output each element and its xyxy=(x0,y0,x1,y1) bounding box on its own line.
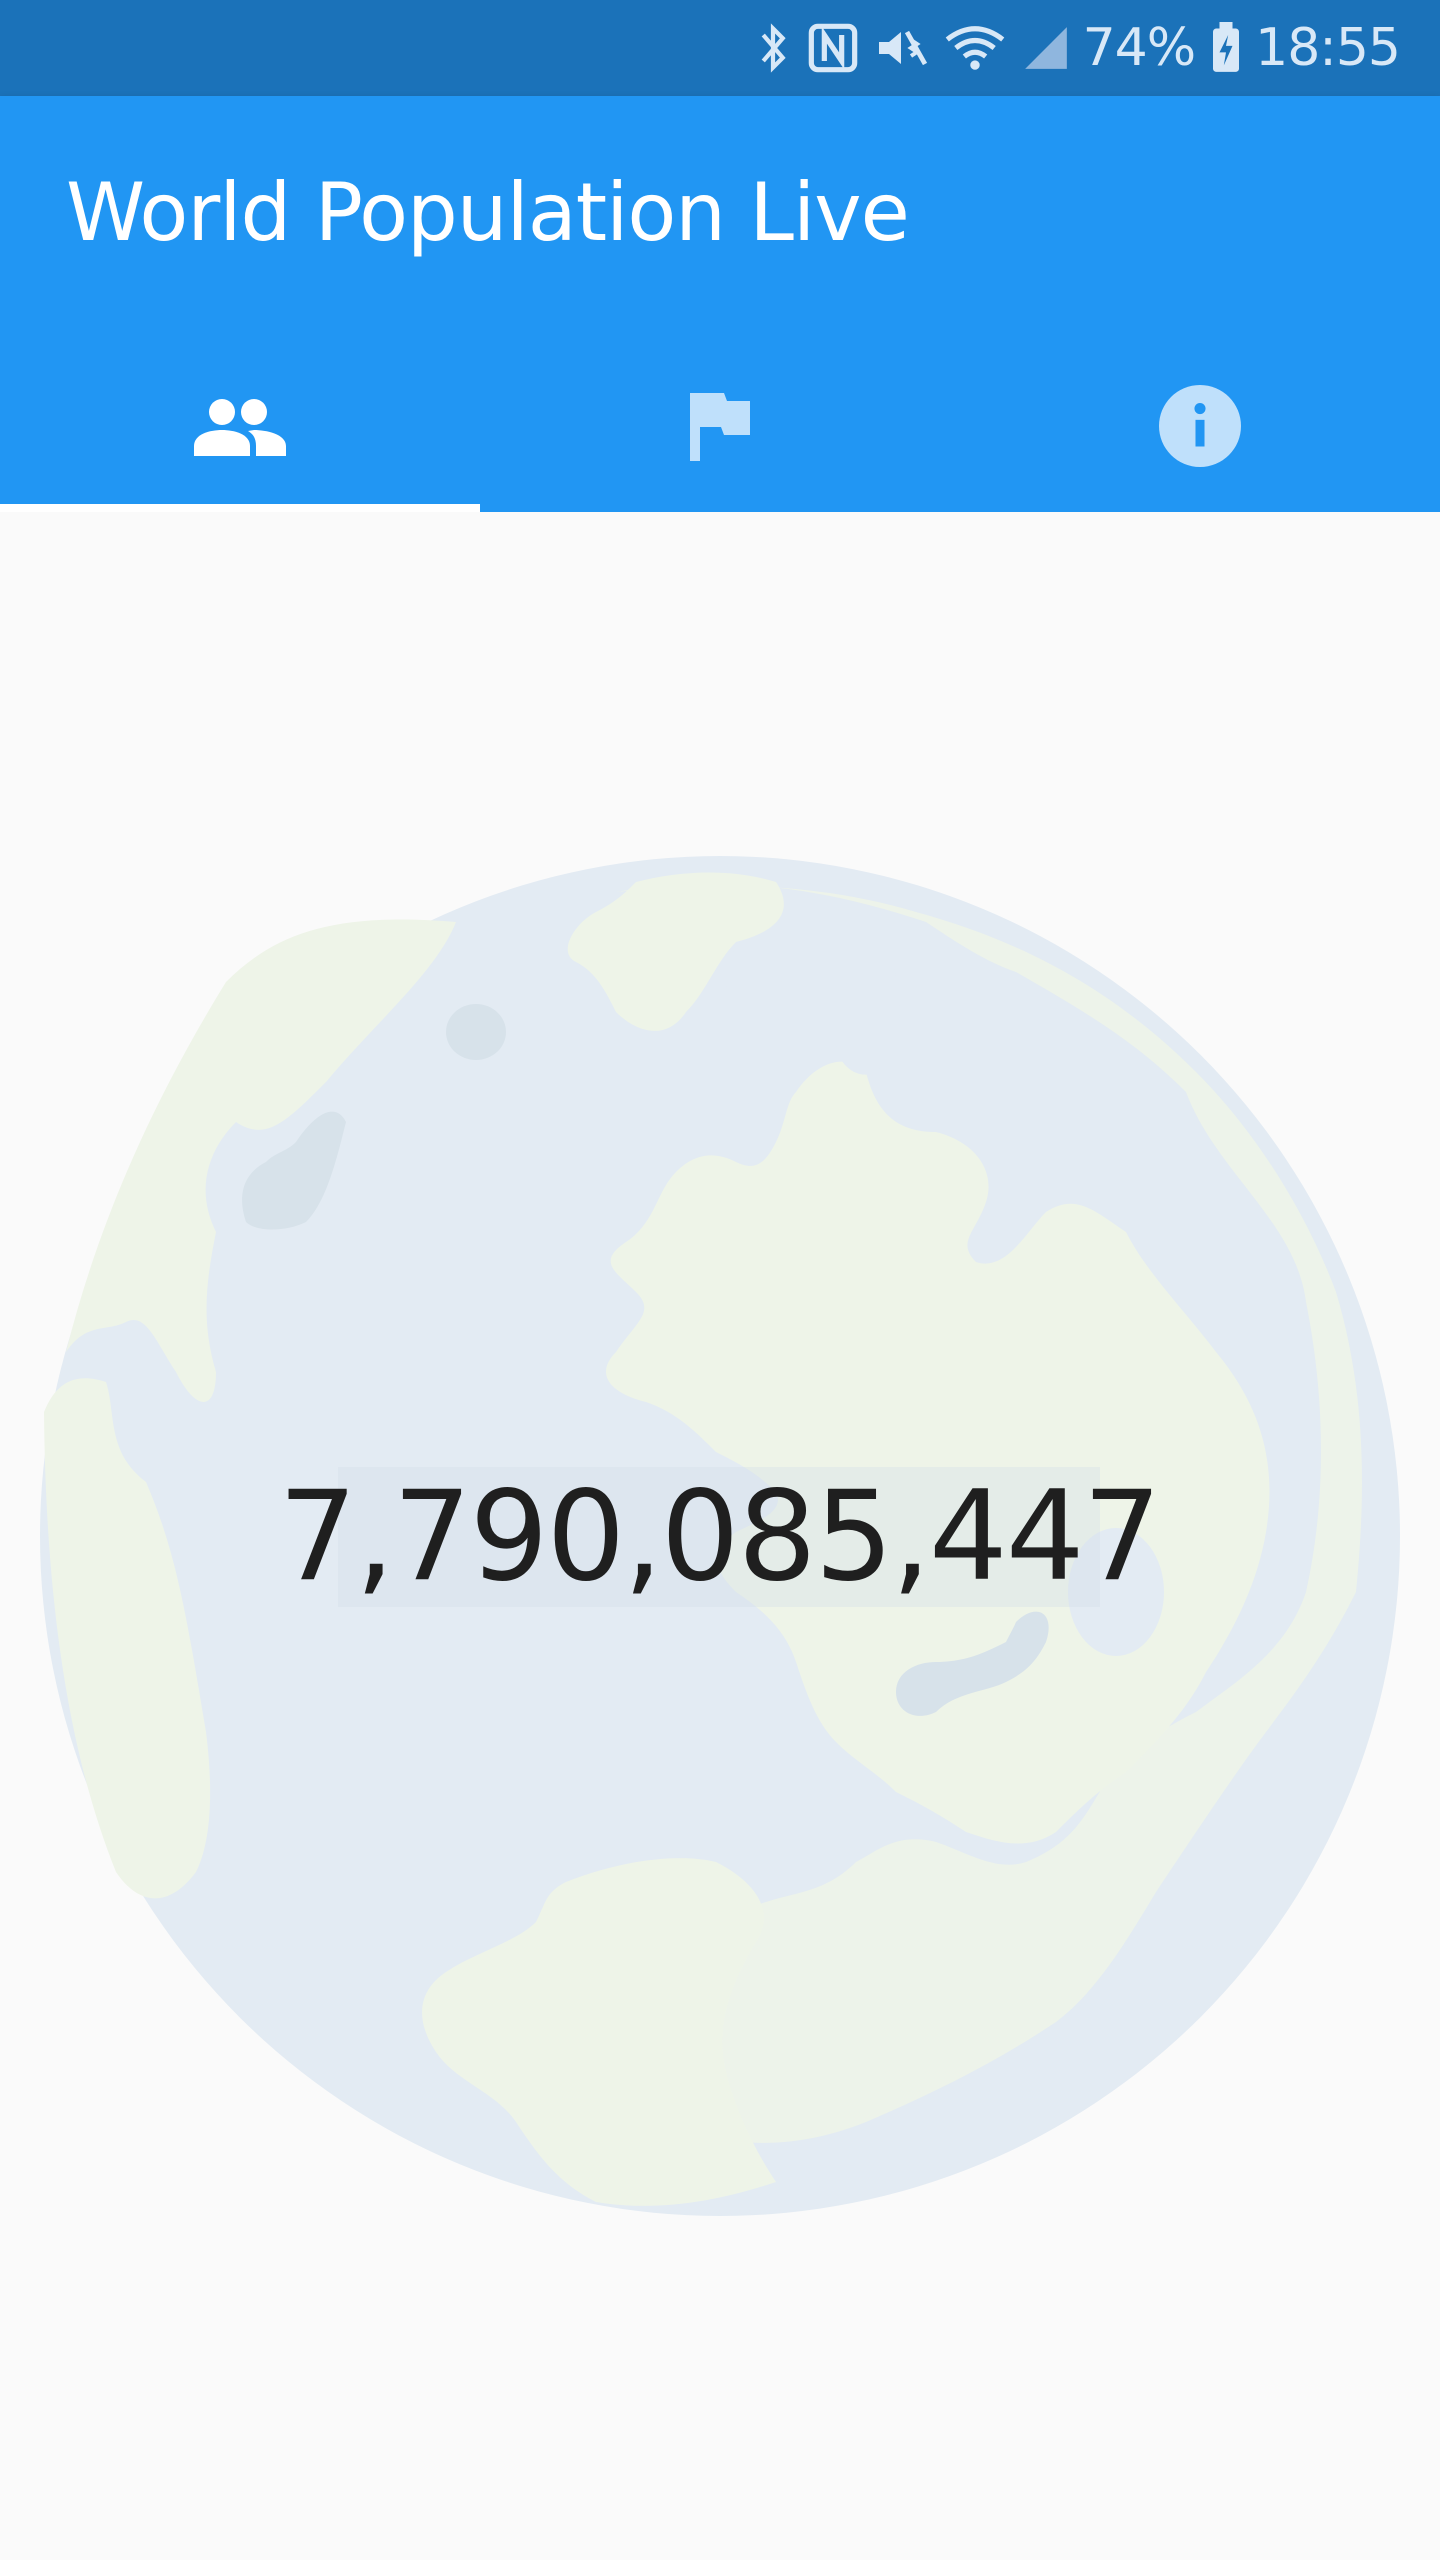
app-bar: World Population Live xyxy=(0,96,1440,512)
bluetooth-icon xyxy=(753,18,793,78)
globe-illustration xyxy=(36,852,1404,2220)
people-icon xyxy=(194,396,286,461)
clock: 18:55 xyxy=(1255,18,1401,78)
tab-indicator xyxy=(0,504,480,512)
population-counter: 7,790,085,447 xyxy=(278,1465,1161,1609)
app-title: World Population Live xyxy=(66,166,910,259)
status-bar: 74% 18:55 xyxy=(0,0,1440,96)
battery-charging-icon xyxy=(1209,18,1243,78)
flag-icon xyxy=(688,391,752,466)
tab-info[interactable] xyxy=(960,344,1440,512)
tab-countries[interactable] xyxy=(480,344,960,512)
nfc-icon xyxy=(807,18,859,78)
wifi-icon xyxy=(943,18,1007,78)
population-page: 7,790,085,447 xyxy=(0,512,1440,2560)
battery-percentage: 74% xyxy=(1082,18,1197,78)
tab-bar xyxy=(0,344,1440,512)
tab-population[interactable] xyxy=(0,344,480,512)
vibrate-icon xyxy=(873,18,929,78)
info-icon xyxy=(1159,384,1241,472)
signal-icon xyxy=(1021,18,1071,78)
